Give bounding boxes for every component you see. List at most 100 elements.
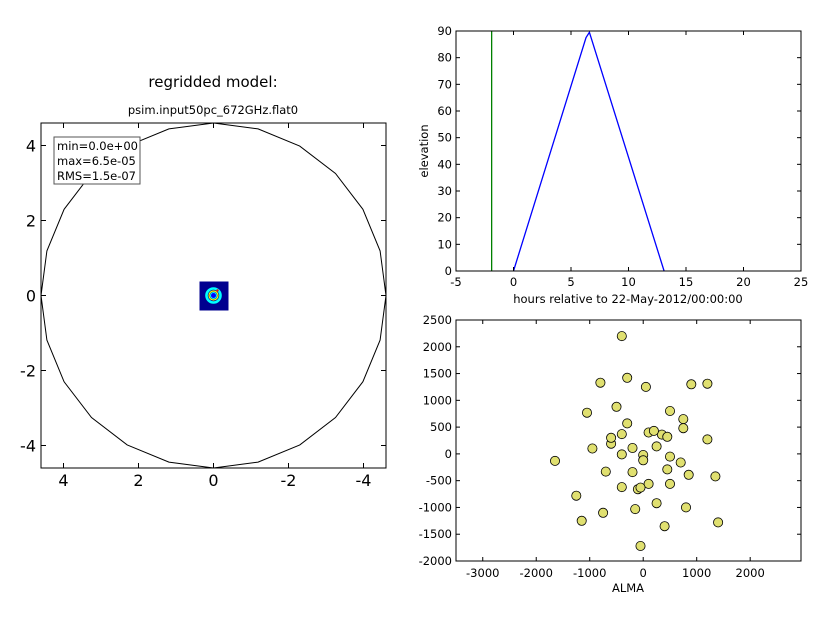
source-ring-outer (205, 287, 222, 304)
antenna-x-axis-label: ALMA (612, 581, 644, 595)
antenna-y-tick-label: 1500 (423, 367, 452, 381)
elevation-x-tick-label: 5 (567, 275, 574, 289)
antenna-point (635, 482, 646, 493)
antenna-point (622, 418, 633, 429)
antenna-point (627, 442, 638, 453)
model-stat-min: min=0.0e+00 (57, 139, 138, 153)
antenna-point (587, 443, 598, 454)
elevation-y-axis-label: elevation (417, 124, 431, 177)
antenna-y-tick-label: -1500 (419, 527, 452, 541)
elevation-y-tick-label: 80 (437, 51, 452, 65)
elevation-x-axis-label: hours relative to 22-May-2012/00:00:00 (513, 292, 743, 306)
elevation-y-tick-label: 90 (437, 24, 452, 38)
antenna-point (611, 401, 622, 412)
antenna-point (616, 449, 627, 460)
elevation-x-tick-label: 25 (794, 275, 809, 289)
antenna-y-tick-label: 2000 (423, 340, 452, 354)
elevation-x-tick-label: 10 (621, 275, 636, 289)
model-y-tick-label: 0 (26, 287, 36, 306)
antenna-layout-panel: -3000 -2000 -1000 0 1000 2000 2500 2000 1500 1000… (419, 313, 802, 595)
model-x-tick-label: 2 (133, 471, 143, 490)
elevation-y-tick-label: 20 (437, 211, 452, 225)
antenna-point (638, 455, 649, 466)
antenna-y-tick-label: -1000 (419, 500, 452, 514)
antenna-point (600, 466, 611, 477)
antenna-y-tick-label: 2500 (423, 313, 452, 327)
antenna-y-tick-label: 500 (430, 420, 452, 434)
elevation-y-tick-label: 60 (437, 104, 452, 118)
antenna-x-tick-label: -2000 (520, 566, 553, 580)
elevation-y-tick-label: 0 (445, 264, 452, 278)
model-y-tick-label: -2 (20, 362, 36, 381)
antenna-point (659, 521, 670, 532)
antenna-y-tick-label: -500 (426, 474, 452, 488)
antenna-axes-frame (455, 319, 802, 562)
antenna-point (571, 490, 582, 501)
source-ring-mid (208, 290, 219, 301)
antenna-x-tick-label: 0 (640, 566, 647, 580)
antenna-point (665, 478, 676, 489)
antenna-point (665, 451, 676, 462)
antenna-point (681, 502, 692, 513)
model-title: regridded model: (148, 73, 277, 91)
model-x-tick-label: -4 (356, 471, 372, 490)
antenna-point (710, 471, 721, 482)
antenna-point (622, 372, 633, 383)
antenna-point (662, 464, 673, 475)
antenna-point (678, 423, 689, 434)
antenna-point (635, 541, 646, 552)
model-stat-rms: RMS=1.5e-07 (57, 169, 136, 183)
antenna-point (630, 504, 641, 515)
model-stats-box: min=0.0e+00 max=6.5e-05 RMS=1.5e-07 (53, 136, 141, 185)
elevation-series-line (512, 30, 665, 272)
elevation-x-tick-label: 0 (510, 275, 517, 289)
model-x-tick-label: 0 (208, 471, 218, 490)
elevation-y-tick-label: 40 (437, 157, 452, 171)
antenna-x-tick-label: -1000 (573, 566, 606, 580)
antenna-point (643, 478, 654, 489)
antenna-point (713, 517, 724, 528)
source-hotspot (216, 289, 219, 292)
antenna-point (686, 379, 697, 390)
antenna-point (576, 515, 587, 526)
antenna-point (640, 381, 651, 392)
antenna-point (627, 467, 638, 478)
antenna-point (616, 331, 627, 342)
antenna-point (550, 455, 561, 466)
model-x-tick-label: 4 (58, 471, 68, 490)
elevation-y-tick-label: 10 (437, 237, 452, 251)
antenna-point (651, 498, 662, 509)
elevation-x-tick-label: 20 (736, 275, 751, 289)
antenna-x-tick-label: 2000 (736, 566, 765, 580)
model-y-tick-label: 4 (26, 137, 36, 156)
antenna-point (616, 429, 627, 440)
elevation-y-tick-label: 50 (437, 131, 452, 145)
model-stat-max: max=6.5e-05 (57, 154, 136, 168)
antenna-point (651, 441, 662, 452)
regridded-model-panel: regridded model: psim.input50pc_672GHz.f… (20, 73, 387, 490)
antenna-point (665, 405, 676, 416)
antenna-y-tick-label: 0 (445, 447, 452, 461)
antenna-point (662, 431, 673, 442)
antenna-point (678, 414, 689, 425)
antenna-x-tick-label: -3000 (466, 566, 499, 580)
antenna-point (702, 434, 713, 445)
model-y-tick-label: 2 (26, 212, 36, 231)
model-subtitle: psim.input50pc_672GHz.flat0 (128, 103, 298, 117)
antenna-point (616, 482, 627, 493)
elevation-x-tick-label: -5 (450, 275, 461, 289)
antenna-point (595, 377, 606, 388)
antenna-point (683, 469, 694, 480)
antenna-point (675, 457, 686, 468)
source-core (210, 292, 217, 299)
model-x-tick-label: -2 (281, 471, 297, 490)
elevation-y-tick-label: 30 (437, 184, 452, 198)
antenna-point (702, 378, 713, 389)
antenna-point (648, 425, 659, 436)
antenna-y-tick-label: 1000 (423, 393, 452, 407)
antenna-point (598, 507, 609, 518)
elevation-x-tick-label: 15 (679, 275, 694, 289)
antenna-point (606, 432, 617, 443)
